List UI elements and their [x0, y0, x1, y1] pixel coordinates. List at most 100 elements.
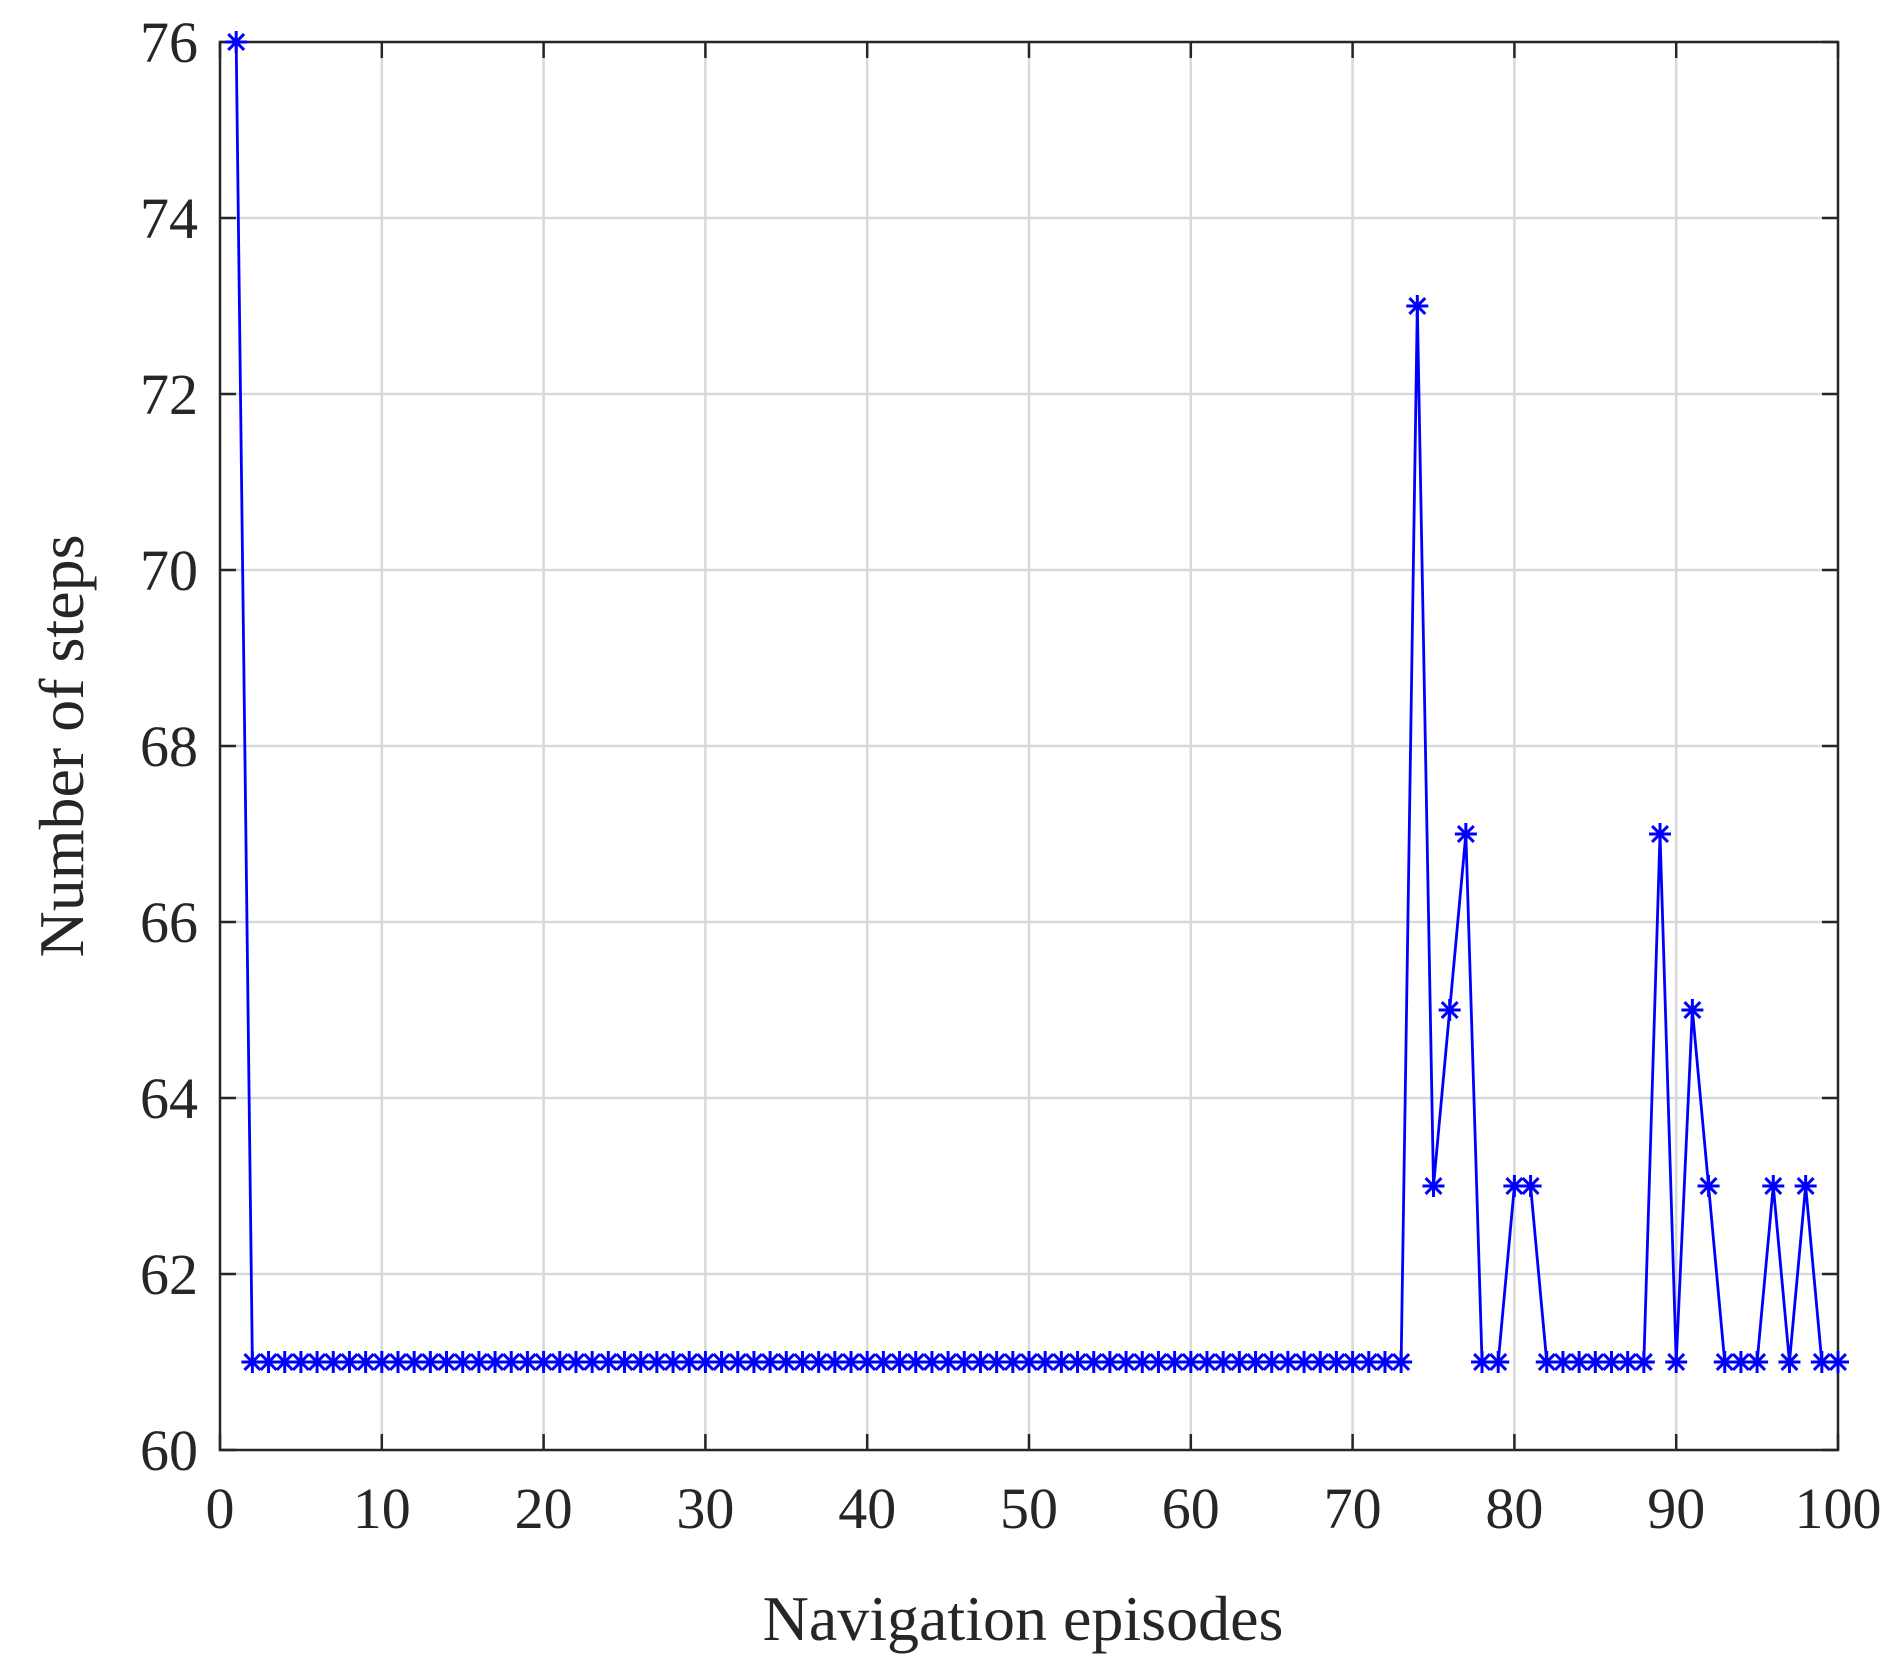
marker-stroke	[534, 1353, 553, 1371]
marker-stroke	[1230, 1353, 1249, 1371]
marker-stroke	[955, 1353, 974, 1371]
marker-stroke	[1100, 1353, 1119, 1371]
marker-stroke	[1375, 1353, 1394, 1371]
marker-stroke	[1343, 1353, 1362, 1371]
x-tick-label: 60	[1162, 1476, 1220, 1541]
y-tick-label: 60	[140, 1418, 198, 1483]
marker-stroke	[227, 33, 246, 51]
marker-stroke	[1521, 1177, 1540, 1195]
data-point	[1422, 1175, 1445, 1197]
marker-stroke	[1748, 1353, 1767, 1371]
data-point	[1827, 1351, 1849, 1373]
marker-stroke	[761, 1353, 780, 1371]
marker-stroke	[453, 1353, 472, 1371]
marker-stroke	[777, 1353, 796, 1371]
y-tick-label: 62	[140, 1242, 198, 1307]
data-point	[1438, 999, 1461, 1021]
data-point	[1471, 1351, 1494, 1373]
marker-stroke	[372, 1353, 391, 1371]
data-point	[225, 31, 248, 53]
marker-stroke	[1133, 1353, 1152, 1371]
data-point	[710, 1351, 733, 1373]
data-point	[1778, 1351, 1801, 1373]
data-point	[1293, 1351, 1316, 1373]
marker-stroke	[388, 1353, 407, 1371]
marker-stroke	[728, 1353, 747, 1371]
marker-stroke	[1327, 1353, 1346, 1371]
data-point	[1050, 1351, 1073, 1373]
marker-stroke	[793, 1353, 812, 1371]
marker-stroke	[308, 1353, 327, 1371]
data-point	[1131, 1351, 1154, 1373]
marker-stroke	[518, 1353, 537, 1371]
marker-stroke	[1456, 825, 1475, 843]
marker-stroke	[243, 1353, 262, 1371]
marker-stroke	[1570, 1353, 1589, 1371]
data-point	[1697, 1175, 1720, 1197]
data-point	[1665, 1351, 1688, 1373]
marker-stroke	[1278, 1353, 1297, 1371]
data-point	[1649, 823, 1672, 845]
data-point	[1357, 1351, 1380, 1373]
x-tick-label: 50	[1000, 1476, 1058, 1541]
marker-stroke	[502, 1353, 521, 1371]
marker-stroke	[1537, 1353, 1556, 1371]
marker-stroke	[987, 1353, 1006, 1371]
x-tick-label: 0	[206, 1476, 235, 1541]
marker-stroke	[1634, 1353, 1653, 1371]
marker-stroke	[469, 1353, 488, 1371]
marker-stroke	[437, 1353, 456, 1371]
marker-stroke	[890, 1353, 909, 1371]
marker-stroke	[1553, 1353, 1572, 1371]
marker-stroke	[599, 1353, 618, 1371]
marker-stroke	[647, 1353, 666, 1371]
marker-stroke	[324, 1353, 343, 1371]
data-point	[1551, 1351, 1574, 1373]
marker-stroke	[583, 1353, 602, 1371]
marker-stroke	[1424, 1177, 1443, 1195]
y-tick-label: 70	[140, 538, 198, 603]
marker-stroke	[1586, 1353, 1605, 1371]
marker-stroke	[874, 1353, 893, 1371]
data-point	[500, 1351, 523, 1373]
data-point	[435, 1351, 458, 1373]
marker-stroke	[825, 1353, 844, 1371]
marker-stroke	[922, 1353, 941, 1371]
marker-stroke	[906, 1353, 925, 1371]
data-point	[1632, 1351, 1655, 1373]
marker-stroke	[1003, 1353, 1022, 1371]
marker-stroke	[405, 1353, 424, 1371]
marker-stroke	[664, 1353, 683, 1371]
x-tick-label: 10	[353, 1476, 411, 1541]
marker-stroke	[1699, 1177, 1718, 1195]
x-tick-label: 80	[1485, 1476, 1543, 1541]
marker-stroke	[275, 1353, 294, 1371]
marker-stroke	[1473, 1353, 1492, 1371]
x-tick-label: 70	[1324, 1476, 1382, 1541]
marker-stroke	[1618, 1353, 1637, 1371]
marker-stroke	[858, 1353, 877, 1371]
data-point	[1098, 1351, 1121, 1373]
marker-stroke	[744, 1353, 763, 1371]
data-point	[1179, 1351, 1202, 1373]
data-point	[823, 1351, 846, 1373]
marker-stroke	[566, 1353, 585, 1371]
marker-stroke	[1505, 1177, 1524, 1195]
marker-stroke	[1181, 1353, 1200, 1371]
marker-stroke	[291, 1353, 310, 1371]
data-point	[1454, 823, 1477, 845]
marker-stroke	[971, 1353, 990, 1371]
marker-stroke	[1489, 1353, 1508, 1371]
marker-stroke	[809, 1353, 828, 1371]
marker-stroke	[340, 1353, 359, 1371]
data-point	[1244, 1351, 1267, 1373]
marker-stroke	[1068, 1353, 1087, 1371]
marker-stroke	[696, 1353, 715, 1371]
marker-stroke	[842, 1353, 861, 1371]
marker-stroke	[615, 1353, 634, 1371]
data-point	[1794, 1175, 1817, 1197]
marker-stroke	[1602, 1353, 1621, 1371]
marker-stroke	[1020, 1353, 1038, 1371]
marker-stroke	[550, 1353, 569, 1371]
series-layer	[225, 31, 1849, 1373]
